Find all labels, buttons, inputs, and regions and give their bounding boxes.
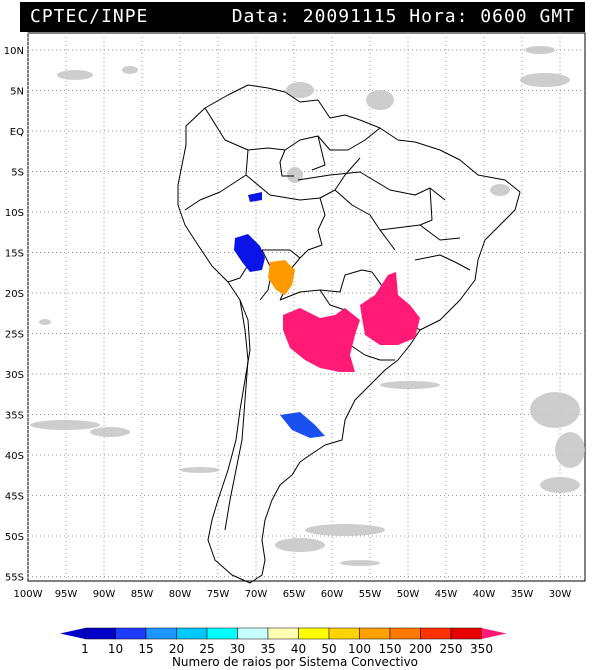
lat-tick-label: 5S <box>11 168 24 179</box>
legend-swatch <box>298 627 330 640</box>
system-peru-north <box>248 192 262 202</box>
legend-swatch <box>267 627 299 640</box>
system-paraguay <box>283 308 360 372</box>
legend-swatch <box>389 627 421 640</box>
legend-value-label: 250 <box>440 642 463 656</box>
lon-tick-label: 35W <box>511 589 534 600</box>
lon-tick-label: 85W <box>131 589 154 600</box>
lon-tick-label: 100W <box>14 589 43 600</box>
legend-value-label: 35 <box>260 642 275 656</box>
lat-tick-label: 25S <box>5 330 24 341</box>
legend-value-label: 200 <box>409 642 432 656</box>
lon-tick-label: 40W <box>473 589 496 600</box>
lon-tick-label: 80W <box>169 589 192 600</box>
lat-tick-label: 50S <box>5 532 24 543</box>
legend-value-label: 350 <box>470 642 493 656</box>
system-brazil-south <box>360 272 420 345</box>
legend-swatch <box>115 627 147 640</box>
lat-tick-label: 5N <box>10 87 24 98</box>
lat-tick-label: 15S <box>5 249 24 260</box>
lat-lon-grid: 10N 5N EQ 5S 10S 15S 20S 25S 30S 35S 40S 45S 50S 55S 1… <box>4 33 585 600</box>
source-label: CPTEC/INPE <box>30 6 149 27</box>
title-bar: CPTEC/INPE Data: 20091115 Hora: 0600 GMT <box>20 2 585 32</box>
lat-tick-label: 10S <box>5 208 24 219</box>
legend-value-label: 100 <box>348 642 371 656</box>
lat-tick-label: 30S <box>5 370 24 381</box>
convective-systems <box>234 192 420 438</box>
continent-outline <box>177 84 521 584</box>
lon-tick-label: 65W <box>283 589 306 600</box>
legend-value-label: 10 <box>108 642 123 656</box>
lon-tick-label: 55W <box>359 589 382 600</box>
lat-tick-label: 40S <box>5 451 24 462</box>
lon-tick-label: 60W <box>321 589 344 600</box>
legend-swatch <box>359 627 391 640</box>
legend-swatch <box>145 627 177 640</box>
lon-tick-label: 75W <box>207 589 230 600</box>
legend-value-label: 150 <box>379 642 402 656</box>
lat-tick-label: 10N <box>4 46 24 57</box>
legend-value-label: 25 <box>199 642 214 656</box>
lat-tick-label: 20S <box>5 289 24 300</box>
lon-tick-label: 30W <box>549 589 572 600</box>
legend-swatch <box>84 627 116 640</box>
lon-tick-label: 50W <box>397 589 420 600</box>
lat-tick-label: 35S <box>5 411 24 422</box>
legend-swatch <box>328 627 360 640</box>
system-peru-south <box>234 234 265 272</box>
system-bolivia <box>268 260 295 295</box>
legend-swatch <box>420 627 452 640</box>
lon-tick-label: 90W <box>93 589 116 600</box>
legend-swatch <box>176 627 208 640</box>
lon-tick-label: 45W <box>435 589 458 600</box>
legend-value-label: 40 <box>291 642 306 656</box>
lat-tick-label: 45S <box>5 492 24 503</box>
color-legend: 1 10 15 20 25 30 35 40 50 100 150 200 250 350 Numero … <box>60 627 507 669</box>
legend-value-label: 15 <box>138 642 153 656</box>
legend-arrow-left <box>60 628 85 639</box>
lon-tick-label: 70W <box>245 589 268 600</box>
legend-value-label: 30 <box>230 642 245 656</box>
legend-value-label: 50 <box>321 642 336 656</box>
legend-arrow-right <box>481 628 507 639</box>
datetime-label: Data: 20091115 Hora: 0600 GMT <box>231 6 575 27</box>
lat-tick-label: 55S <box>5 573 24 584</box>
cloud-cover <box>30 46 585 566</box>
legend-title: Numero de raios por Sistema Convectivo <box>172 655 418 669</box>
lon-tick-label: 95W <box>55 589 78 600</box>
legend-swatch <box>206 627 238 640</box>
legend-value-label: 1 <box>81 642 89 656</box>
system-argentina <box>280 412 325 438</box>
lat-tick-label: EQ <box>10 127 24 138</box>
legend-swatch <box>237 627 269 640</box>
legend-swatch <box>450 627 482 640</box>
legend-value-label: 20 <box>169 642 184 656</box>
